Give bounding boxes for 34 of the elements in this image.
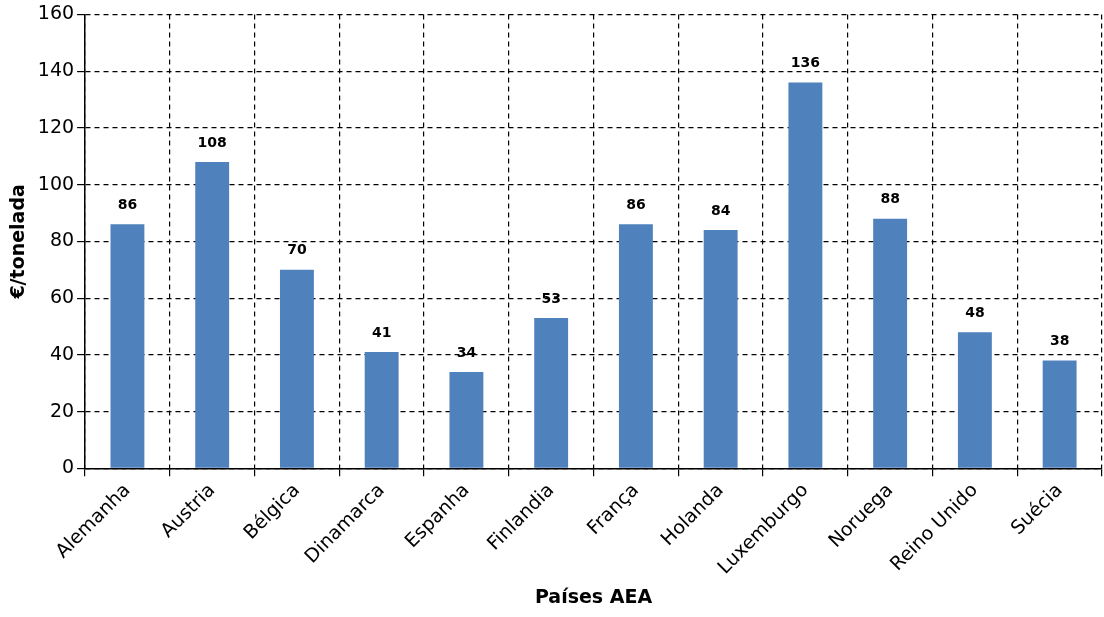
data-label: 86 — [117, 195, 138, 212]
y-tick-label: 60 — [49, 285, 75, 308]
bar — [534, 317, 569, 468]
y-tick-label: 140 — [37, 58, 75, 81]
bar — [364, 352, 399, 468]
data-label: 108 — [197, 133, 227, 150]
y-tick-label: 0 — [61, 455, 75, 478]
y-axis-title: €/tonelada — [6, 184, 29, 300]
bar — [449, 371, 484, 468]
y-tick-label: 120 — [37, 114, 75, 137]
y-tick-label: 160 — [37, 1, 75, 24]
y-tick-label: 100 — [37, 171, 75, 194]
bar — [957, 332, 992, 468]
bar — [703, 230, 738, 468]
y-tick-label: 80 — [49, 228, 75, 251]
y-tick-label: 40 — [49, 341, 75, 364]
data-label: 136 — [790, 54, 821, 71]
bar — [279, 269, 314, 468]
data-label: 53 — [541, 289, 561, 306]
data-label: 48 — [965, 303, 985, 320]
bar — [195, 161, 230, 468]
data-label: 86 — [626, 195, 646, 212]
bar — [1042, 360, 1077, 468]
data-label: 84 — [710, 201, 731, 218]
data-label: 70 — [287, 241, 307, 258]
x-axis-title: Países AEA — [534, 584, 653, 607]
bar — [110, 224, 145, 468]
bar — [788, 82, 823, 468]
data-label: 88 — [880, 190, 900, 207]
bar — [618, 224, 653, 468]
y-tick-label: 20 — [49, 398, 75, 421]
data-label: 41 — [371, 323, 392, 340]
data-label: 38 — [1049, 332, 1070, 349]
bar — [873, 218, 908, 468]
